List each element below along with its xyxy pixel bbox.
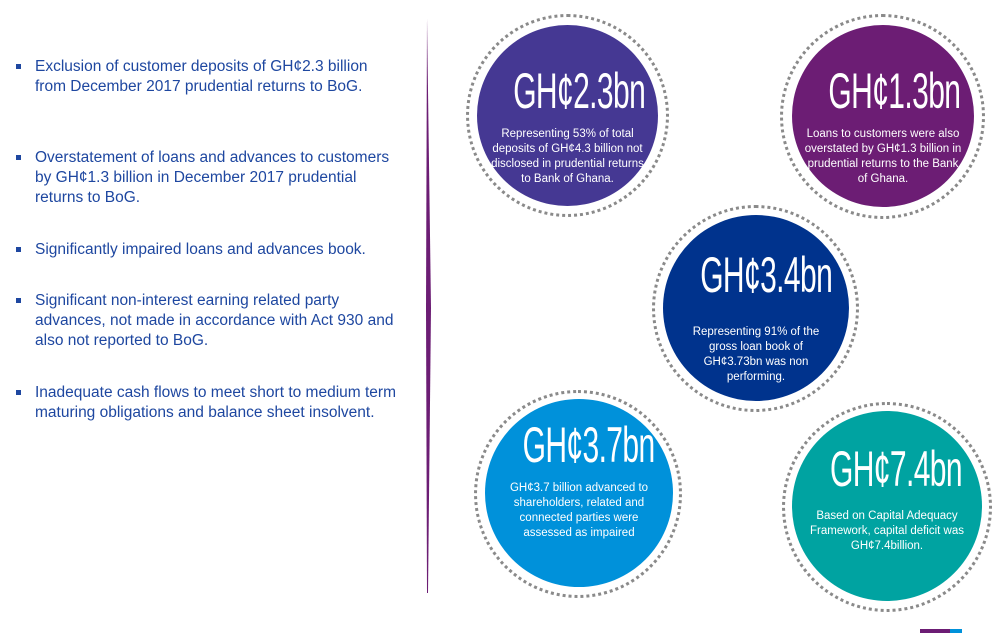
bullet-text: Exclusion of customer deposits of GH¢2.3… (35, 58, 368, 95)
bullet-square-icon (16, 155, 21, 160)
bullet-text: Significantly impaired loans and advance… (35, 241, 366, 258)
stat-amount: GH¢3.4bn (700, 247, 833, 303)
vertical-divider (426, 18, 431, 593)
stat-circle-deposits: GH¢2.3bn Representing 53% of total depos… (477, 25, 658, 206)
stat-circle-loans: GH¢1.3bn Loans to customers were also ov… (792, 25, 974, 207)
bullet-item: Inadequate cash flows to meet short to m… (16, 383, 401, 423)
bullet-item: Significant non-interest earning related… (16, 291, 401, 351)
stat-description: Loans to customers were also overstated … (804, 128, 962, 185)
stat-amount: GH¢7.4bn (830, 441, 963, 497)
dotted-ring (652, 205, 859, 412)
bullet-item: Overstatement of loans and advances to c… (16, 148, 401, 208)
stat-description: Representing 91% of the gross loan book … (692, 326, 820, 383)
bullet-square-icon (16, 247, 21, 252)
bullet-item: Significantly impaired loans and advance… (16, 240, 401, 260)
stat-circle-npl: GH¢3.4bn Representing 91% of the gross l… (663, 215, 849, 401)
stat-circle-capital-deficit: GH¢7.4bn Based on Capital Adequacy Frame… (792, 411, 982, 601)
stat-circle-related-party: GH¢3.7bn GH¢3.7 billion advanced to shar… (485, 399, 673, 587)
stat-amount: GH¢3.7bn (522, 417, 656, 473)
dotted-ring (782, 402, 992, 612)
dotted-ring (474, 390, 682, 598)
bullet-text: Inadequate cash flows to meet short to m… (35, 384, 396, 421)
bullet-item: Exclusion of customer deposits of GH¢2.3… (16, 57, 401, 97)
bullet-text: Significant non-interest earning related… (35, 292, 394, 349)
stat-description: Representing 53% of total deposits of GH… (491, 128, 644, 185)
footer-accent-purple (920, 629, 950, 633)
bullet-square-icon (16, 64, 21, 69)
bullet-square-icon (16, 390, 21, 395)
stat-amount: GH¢1.3bn (828, 63, 961, 119)
footer-accent-blue (950, 629, 962, 633)
bullet-text: Overstatement of loans and advances to c… (35, 149, 390, 206)
stat-description: GH¢3.7 billion advanced to shareholders,… (509, 482, 649, 539)
dotted-ring (780, 14, 985, 219)
stat-amount: GH¢2.3bn (513, 63, 646, 119)
bullet-square-icon (16, 298, 21, 303)
stat-description: Based on Capital Adequacy Framework, cap… (809, 510, 965, 552)
dotted-ring (466, 14, 669, 217)
